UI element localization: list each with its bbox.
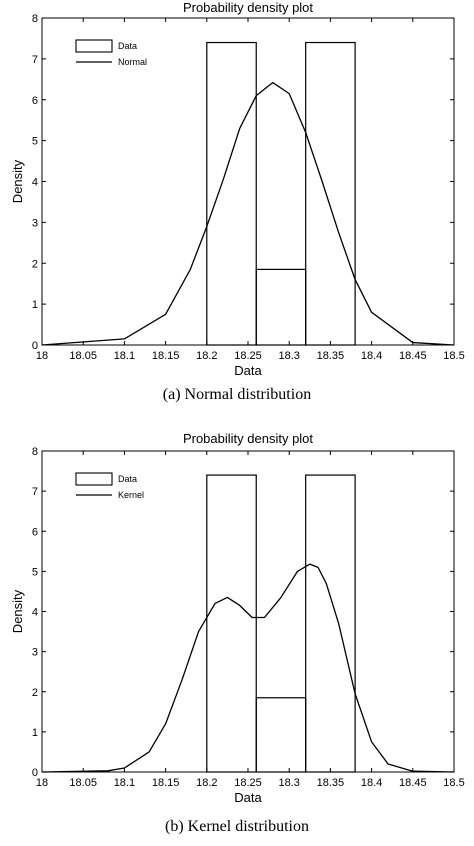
chart1-x-tick-label: 18.25: [234, 777, 262, 789]
chart0-x-tick-label: 18: [36, 350, 48, 362]
chart1-histogram-bar-2: [305, 474, 356, 773]
chart0-x-tick-label: 18.5: [443, 350, 464, 362]
chart1-histogram-bar-0: [206, 474, 257, 773]
chart0-y-tick-label: 7: [32, 54, 38, 66]
chart1-y-tick-label: 4: [32, 607, 38, 619]
chart0-y-tick-label: 8: [32, 13, 38, 25]
chart1-density-curve-kernel: [41, 563, 455, 773]
chart1-y-tick-label: 0: [32, 767, 38, 779]
chart1-legend-swatch-data: [75, 472, 113, 486]
chart0-histogram-bar-1: [255, 268, 307, 346]
chart0-y-tick-label: 4: [32, 177, 38, 189]
chart1-x-tick-label: 18.4: [361, 777, 382, 789]
chart0-y-tick-label: 1: [32, 299, 38, 311]
chart0-x-tick-label: 18.05: [69, 350, 97, 362]
chart0-density-curve-normal: [41, 81, 455, 346]
chart1-x-axis-label: Data: [234, 790, 262, 805]
chart0-y-tick-label: 6: [32, 95, 38, 107]
chart0-legend-swatch-data: [75, 39, 113, 53]
chart0-y-tick-label: 3: [32, 217, 38, 229]
chart1-x-tick-label: 18: [36, 777, 48, 789]
chart1-legend-label-data: Data: [118, 474, 137, 484]
chart1-y-tick-label: 2: [32, 687, 38, 699]
caption-normal: (a) Normal distribution: [162, 386, 312, 403]
chart1-y-tick-label: 8: [32, 446, 38, 458]
chart0-plot-frame: [41, 17, 455, 346]
chart1-x-tick-label: 18.1: [114, 777, 135, 789]
chart1-x-tick-label: 18.05: [69, 777, 97, 789]
chart-panel-normal: Probability density plot 18 18.05 18.1 18.15…: [0, 0, 474, 412]
chart1-y-tick-label: 6: [32, 526, 38, 538]
chart1-x-tick-label: 18.45: [399, 777, 427, 789]
chart0-x-tick-label: 18.1: [114, 350, 135, 362]
chart0-x-tick-label: 18.45: [399, 350, 427, 362]
chart0-x-tick-label: 18.25: [234, 350, 262, 362]
chart-panel-kernel: Probability density plot 18 18.05 18.1 18.15…: [0, 424, 474, 846]
chart0-y-tick-label: 5: [32, 136, 38, 148]
chart0-y-tick-label: 0: [32, 340, 38, 352]
chart1-histogram-bar-1: [255, 697, 307, 773]
chart0-title: Probability density plot: [183, 0, 313, 15]
chart1-x-tick-label: 18.5: [443, 777, 464, 789]
chart1-x-tick-label: 18.2: [196, 777, 217, 789]
caption-kernel: (b) Kernel distribution: [165, 818, 309, 835]
chart1-x-tick-label: 18.35: [317, 777, 345, 789]
chart0-x-tick-label: 18.15: [152, 350, 180, 362]
chart0-x-tick-label: 18.3: [278, 350, 299, 362]
chart1-y-tick-label: 3: [32, 647, 38, 659]
chart0-legend-label-curve: Normal: [118, 57, 147, 67]
chart1-y-tick-label: 1: [32, 727, 38, 739]
chart0-y-axis-label: Density: [10, 159, 25, 203]
chart1-title: Probability density plot: [183, 431, 313, 446]
chart1-y-axis-label: Density: [10, 589, 25, 633]
chart1-legend-label-curve: Kernel: [118, 490, 144, 500]
chart0-x-tick-label: 18.4: [361, 350, 382, 362]
chart0-legend-label-data: Data: [118, 41, 137, 51]
chart1-x-tick-label: 18.3: [278, 777, 299, 789]
chart0-y-tick-label: 2: [32, 258, 38, 270]
chart0-histogram-bar-2: [305, 41, 356, 346]
chart1-plot-frame: [41, 450, 455, 773]
chart0-x-tick-label: 18.35: [317, 350, 345, 362]
chart0-histogram-bar-0: [206, 41, 257, 346]
chart1-y-tick-label: 5: [32, 566, 38, 578]
chart1-x-tick-label: 18.15: [152, 777, 180, 789]
chart0-x-axis-label: Data: [234, 363, 262, 378]
chart1-y-tick-label: 7: [32, 486, 38, 498]
chart0-x-tick-label: 18.2: [196, 350, 217, 362]
